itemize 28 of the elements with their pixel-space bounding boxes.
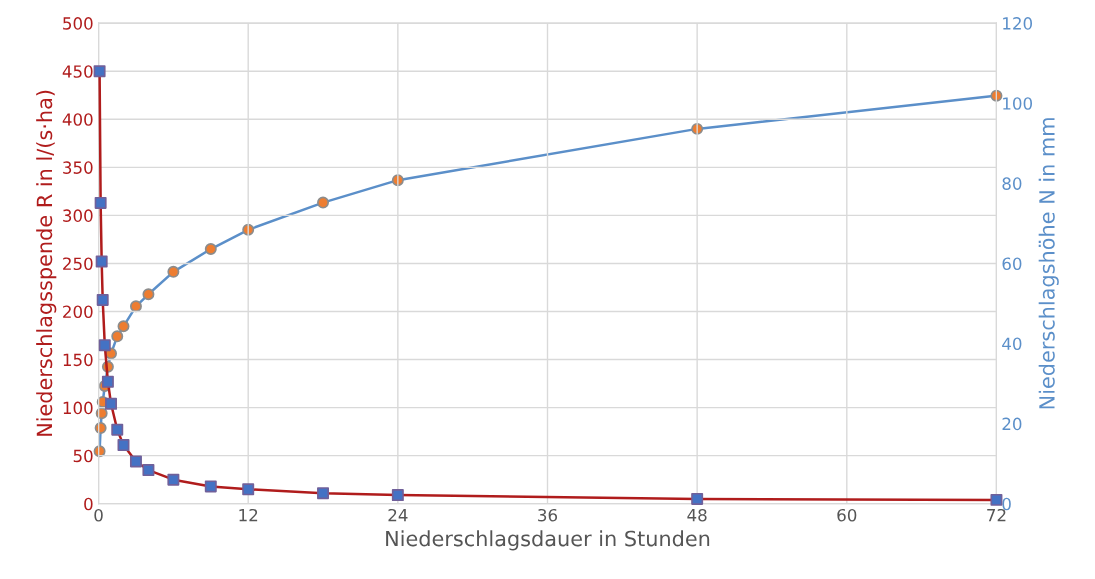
x-tick-label: 12 (239, 508, 258, 522)
y-tick-label: 500 (63, 17, 93, 30)
y2-tick-label: 60 (1002, 257, 1022, 271)
y-tick-label: 250 (63, 257, 93, 271)
x-tick-label: 60 (837, 508, 857, 522)
y-axis-title: Niederschlagsspende R in l/(s·ha) (36, 90, 57, 436)
y-tick-label: 450 (62, 65, 93, 78)
y2-tick-label: 100 (1003, 97, 1033, 110)
x-tick-label: 36 (538, 508, 558, 522)
x-tick-label: 24 (388, 508, 408, 522)
y2-tick-label: 20 (1002, 417, 1022, 431)
y2-tick-label: 80 (1002, 177, 1022, 190)
y-tick-label: 400 (62, 113, 93, 126)
y-tick-label: 100 (63, 401, 93, 415)
y-tick-label: 50 (73, 449, 93, 463)
y-tick-label: 0 (84, 497, 93, 511)
y2-tick-label: 40 (1002, 337, 1022, 351)
y2-axis-title: Niederschlagshöhe N in mm (1038, 118, 1059, 409)
x-tick-label: 48 (687, 508, 707, 522)
x-tick-label: 0 (94, 508, 103, 522)
x-tick-label: 72 (987, 508, 1006, 522)
y2-tick-label: 0 (1002, 497, 1011, 511)
y-tick-label: 350 (63, 161, 93, 174)
y-tick-label: 150 (63, 353, 93, 367)
y-tick-label: 300 (63, 209, 93, 222)
y-tick-label: 200 (63, 305, 93, 319)
x-axis-title: Niederschlagsdauer in Stunden (386, 530, 710, 551)
y2-tick-label: 120 (1003, 17, 1033, 30)
